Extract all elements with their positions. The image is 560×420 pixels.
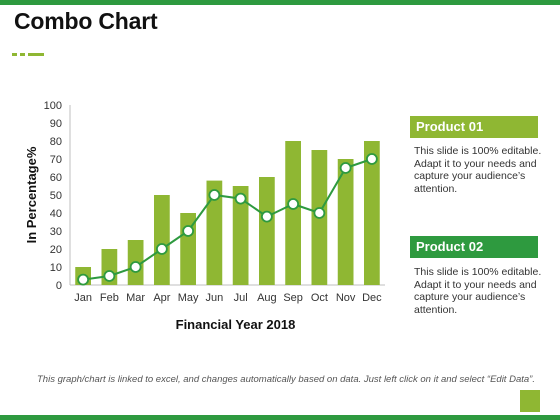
y-tick-label: 80	[50, 136, 62, 148]
point-product-02	[103, 270, 116, 282]
bar-product-01	[259, 177, 275, 285]
y-axis-title: In Percentage%	[24, 146, 39, 243]
point-product-02	[234, 192, 247, 205]
legend-product-02: Product 02	[410, 236, 538, 258]
page-title: Combo Chart	[14, 8, 158, 34]
point-product-02	[208, 189, 221, 201]
point-product-02	[339, 162, 352, 174]
y-tick-label: 100	[44, 100, 62, 112]
bar-product-01	[285, 141, 301, 285]
footnote: This graph/chart is linked to excel, and…	[37, 374, 535, 385]
corner-decoration	[520, 390, 540, 412]
legend-product-01: Product 01	[410, 116, 538, 138]
bar-product-01	[337, 159, 354, 285]
legend-product-01-description: This slide is 100% editable. Adapt it to…	[414, 145, 542, 195]
x-tick-label: Jun	[206, 292, 224, 304]
y-tick-label: 90	[50, 118, 62, 130]
point-product-02	[155, 243, 168, 255]
y-tick-label: 30	[50, 226, 62, 238]
title-underline-dashes	[12, 43, 47, 61]
point-product-02	[313, 207, 326, 219]
x-tick-label: Mar	[126, 292, 145, 304]
y-tick-label: 20	[50, 244, 62, 256]
bar-product-01	[232, 186, 249, 285]
y-tick-label: 40	[50, 208, 62, 220]
x-tick-label: Nov	[336, 292, 356, 304]
y-tick-label: 0	[56, 280, 62, 292]
point-product-02	[182, 225, 195, 237]
point-product-02	[260, 210, 273, 223]
x-tick-label: Oct	[311, 292, 328, 304]
point-product-02	[287, 198, 300, 210]
point-product-02	[77, 273, 90, 286]
point-product-02	[365, 153, 378, 165]
line-product-02	[82, 158, 373, 281]
y-tick-label: 50	[50, 190, 62, 202]
bar-product-01	[154, 195, 170, 285]
top-accent-bar	[0, 0, 560, 5]
bottom-accent-bar	[0, 415, 560, 420]
legend-product-02-description: This slide is 100% editable. Adapt it to…	[414, 266, 542, 316]
x-tick-label: Apr	[153, 292, 170, 304]
x-tick-label: Dec	[362, 292, 382, 304]
bar-product-01	[364, 141, 380, 285]
y-tick-label: 10	[50, 262, 62, 274]
x-axis-title: Financial Year 2018	[176, 317, 296, 332]
x-tick-label: Feb	[100, 292, 119, 304]
x-tick-label: Jul	[234, 292, 248, 304]
point-product-02	[129, 261, 142, 273]
x-tick-label: May	[178, 292, 199, 304]
x-tick-label: Aug	[257, 292, 277, 304]
y-tick-label: 70	[50, 154, 62, 166]
x-tick-label: Jan	[74, 292, 92, 304]
x-tick-label: Sep	[283, 292, 303, 304]
y-tick-label: 60	[50, 172, 62, 184]
bar-product-01	[206, 180, 223, 285]
